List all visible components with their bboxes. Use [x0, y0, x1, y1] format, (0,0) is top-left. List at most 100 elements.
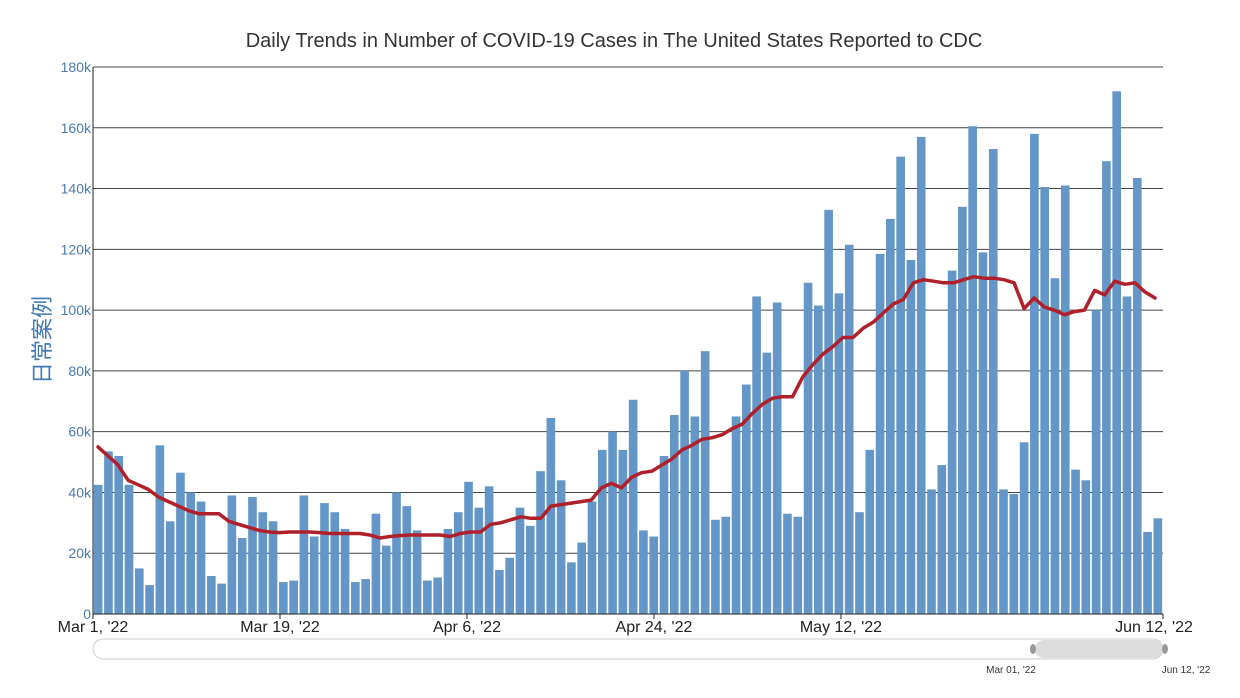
case-bar[interactable]: [515, 507, 525, 614]
case-bar[interactable]: [1019, 442, 1029, 614]
case-bar[interactable]: [392, 492, 401, 614]
case-bar[interactable]: [248, 497, 257, 614]
case-bar[interactable]: [597, 449, 607, 614]
case-bar[interactable]: [916, 136, 926, 614]
case-bar[interactable]: [268, 521, 278, 614]
case-bar[interactable]: [104, 451, 113, 614]
case-bar[interactable]: [1122, 296, 1132, 614]
case-bar[interactable]: [1112, 91, 1122, 614]
case-bar[interactable]: [93, 484, 103, 614]
case-bar[interactable]: [1153, 518, 1163, 614]
case-bar[interactable]: [124, 484, 134, 614]
case-bar[interactable]: [155, 445, 165, 614]
case-bar[interactable]: [742, 384, 751, 614]
case-bar[interactable]: [217, 583, 226, 614]
case-bar[interactable]: [803, 282, 813, 614]
case-bar[interactable]: [402, 506, 412, 614]
case-bar[interactable]: [279, 582, 288, 614]
case-bar[interactable]: [628, 399, 638, 614]
case-bar[interactable]: [659, 455, 669, 614]
case-bar[interactable]: [145, 585, 154, 614]
case-bar[interactable]: [947, 270, 957, 614]
case-bar[interactable]: [207, 576, 216, 614]
case-bar[interactable]: [968, 126, 977, 614]
case-bar[interactable]: [1050, 278, 1060, 614]
case-bar[interactable]: [186, 492, 196, 614]
case-bar[interactable]: [937, 465, 947, 614]
case-bar[interactable]: [927, 489, 936, 614]
case-bar[interactable]: [443, 528, 453, 614]
case-bar[interactable]: [834, 293, 844, 614]
case-bar[interactable]: [978, 252, 988, 614]
moving-average-line[interactable]: [96, 274, 1157, 540]
case-bar[interactable]: [649, 536, 659, 614]
case-bar[interactable]: [824, 209, 833, 614]
range-slider-track[interactable]: [92, 638, 1164, 660]
case-bar[interactable]: [340, 528, 350, 614]
case-bar[interactable]: [1030, 133, 1039, 615]
case-bar[interactable]: [1102, 161, 1111, 614]
case-bar[interactable]: [886, 218, 895, 614]
case-bar[interactable]: [289, 580, 298, 614]
case-bar[interactable]: [237, 538, 247, 614]
case-bar[interactable]: [505, 557, 514, 614]
case-bar[interactable]: [999, 489, 1008, 614]
case-bar[interactable]: [690, 416, 700, 614]
case-bar[interactable]: [587, 501, 597, 614]
case-bar[interactable]: [1143, 531, 1152, 614]
case-bar[interactable]: [772, 302, 782, 614]
case-bar[interactable]: [752, 296, 761, 614]
range-slider[interactable]: Mar 01, '22 Jun 12, '22: [92, 638, 1211, 676]
case-bar[interactable]: [731, 416, 741, 614]
case-bar[interactable]: [453, 512, 463, 614]
range-slider-right-handle[interactable]: [1162, 644, 1168, 654]
case-bar[interactable]: [351, 582, 360, 614]
case-bar[interactable]: [309, 536, 319, 614]
case-bar[interactable]: [669, 414, 679, 614]
case-bar[interactable]: [906, 259, 916, 614]
case-bar[interactable]: [793, 516, 803, 614]
case-bar[interactable]: [1132, 177, 1142, 615]
bar-series[interactable]: [93, 91, 1163, 615]
case-bar[interactable]: [1009, 493, 1019, 614]
case-bar[interactable]: [680, 370, 689, 614]
case-bar[interactable]: [464, 481, 473, 614]
case-bar[interactable]: [536, 471, 545, 614]
case-bar[interactable]: [814, 305, 823, 614]
case-bar[interactable]: [865, 449, 875, 614]
case-bar[interactable]: [474, 507, 484, 614]
case-bar[interactable]: [299, 495, 309, 614]
case-bar[interactable]: [258, 512, 268, 614]
case-bar[interactable]: [495, 569, 504, 614]
case-bar[interactable]: [1040, 187, 1049, 615]
case-bar[interactable]: [330, 512, 340, 614]
case-bar[interactable]: [608, 431, 617, 614]
case-bar[interactable]: [896, 156, 905, 614]
case-bar[interactable]: [855, 512, 864, 614]
case-bar[interactable]: [783, 513, 792, 614]
case-bar[interactable]: [1081, 480, 1091, 614]
case-bar[interactable]: [114, 455, 124, 614]
case-bar[interactable]: [988, 149, 998, 615]
range-slider-selection[interactable]: [1035, 640, 1163, 658]
case-bar[interactable]: [176, 472, 185, 614]
case-bar[interactable]: [525, 525, 535, 614]
case-bar[interactable]: [412, 530, 422, 614]
range-slider-left-handle[interactable]: [1030, 644, 1036, 654]
case-bar[interactable]: [546, 417, 556, 614]
case-bar[interactable]: [196, 501, 206, 614]
case-bar[interactable]: [618, 449, 628, 614]
case-bar[interactable]: [958, 206, 967, 615]
case-bar[interactable]: [639, 530, 648, 614]
case-bar[interactable]: [700, 351, 710, 614]
case-bar[interactable]: [361, 579, 370, 614]
case-bar[interactable]: [711, 519, 720, 614]
moving-average-series[interactable]: [96, 274, 1157, 540]
case-bar[interactable]: [484, 486, 494, 614]
case-bar[interactable]: [381, 545, 391, 615]
case-bar[interactable]: [567, 562, 576, 614]
case-bar[interactable]: [762, 352, 772, 614]
case-bar[interactable]: [556, 480, 566, 614]
case-bar[interactable]: [423, 580, 432, 614]
case-bar[interactable]: [1060, 185, 1070, 614]
